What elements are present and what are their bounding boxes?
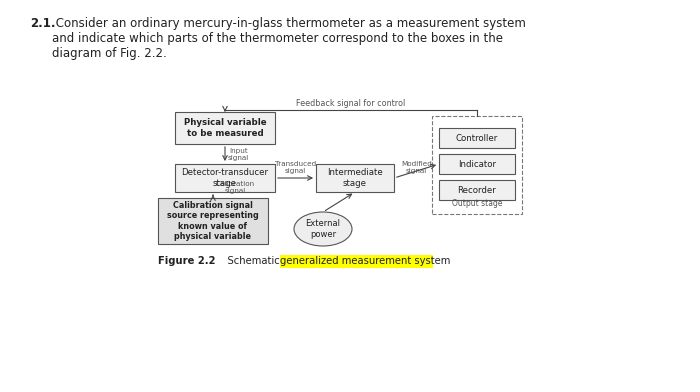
- Text: Calibration
signal: Calibration signal: [216, 181, 255, 194]
- FancyBboxPatch shape: [439, 128, 515, 148]
- Text: generalized measurement system: generalized measurement system: [280, 256, 450, 266]
- Text: Physical variable
to be measured: Physical variable to be measured: [183, 118, 266, 138]
- Text: Detector-transducer
stage: Detector-transducer stage: [181, 168, 269, 188]
- Text: Recorder: Recorder: [458, 185, 496, 194]
- FancyBboxPatch shape: [175, 112, 275, 144]
- Text: 2.1.: 2.1.: [30, 17, 55, 30]
- Text: Consider an ordinary mercury-in-glass thermometer as a measurement system
and in: Consider an ordinary mercury-in-glass th…: [52, 17, 526, 60]
- FancyBboxPatch shape: [439, 180, 515, 200]
- Text: Controller: Controller: [456, 134, 498, 143]
- FancyBboxPatch shape: [439, 154, 515, 174]
- Text: Indicator: Indicator: [458, 160, 496, 169]
- Text: Feedback signal for control: Feedback signal for control: [296, 99, 405, 108]
- FancyBboxPatch shape: [158, 198, 268, 244]
- Text: Schematic of the: Schematic of the: [215, 256, 315, 266]
- Text: Figure 2.2: Figure 2.2: [158, 256, 216, 266]
- Text: Intermediate
stage: Intermediate stage: [327, 168, 383, 188]
- Text: Input
signal: Input signal: [228, 147, 249, 160]
- Text: Calibration signal
source representing
known value of
physical variable: Calibration signal source representing k…: [167, 201, 259, 241]
- Ellipse shape: [294, 212, 352, 246]
- FancyBboxPatch shape: [316, 164, 394, 192]
- Text: Output stage: Output stage: [452, 199, 503, 208]
- Text: Modified
signal: Modified signal: [401, 161, 432, 174]
- FancyBboxPatch shape: [175, 164, 275, 192]
- Text: External
power: External power: [305, 219, 340, 239]
- FancyBboxPatch shape: [279, 254, 433, 267]
- Text: Transduced
signal: Transduced signal: [275, 161, 316, 174]
